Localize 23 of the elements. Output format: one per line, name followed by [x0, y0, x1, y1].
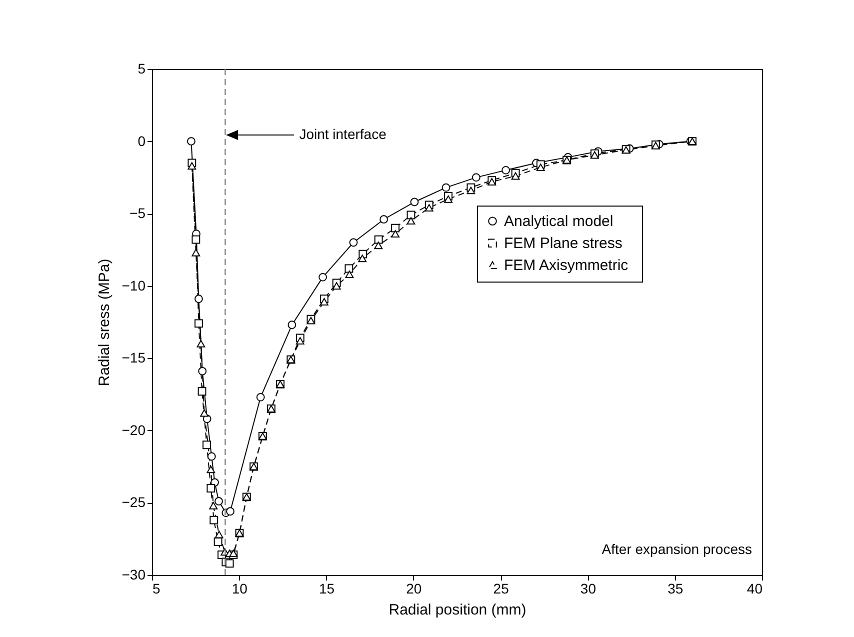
x-tick-label: 10 [232, 580, 248, 596]
y-tick-label: −30 [122, 566, 146, 582]
x-tick-label: 40 [746, 580, 763, 596]
y-tick-label: −5 [130, 205, 146, 222]
y-tick-label: −15 [122, 350, 146, 366]
legend-label: FEM Plane stress [504, 235, 622, 252]
x-tick-label: 30 [580, 580, 596, 596]
legend-label: FEM Axisymmetric [504, 257, 629, 274]
annotation: Joint interface [299, 126, 387, 142]
y-tick-label: −10 [122, 277, 146, 294]
x-tick-label: 25 [493, 580, 510, 596]
annotation: After expansion process [602, 541, 752, 557]
y-axis-title: Radial sress (MPa) [96, 258, 113, 386]
legend-label: Analytical model [504, 213, 614, 230]
y-tick-label: −25 [122, 494, 146, 510]
x-axis-title: Radial position (mm) [388, 602, 526, 618]
x-tick-label: 35 [668, 580, 684, 596]
x-tick-label: 5 [152, 580, 160, 596]
y-tick-label: 5 [138, 60, 146, 76]
y-tick-label: −20 [122, 422, 146, 438]
y-tick-label: 0 [138, 132, 146, 149]
x-tick-label: 20 [406, 580, 422, 596]
x-tick-label: 15 [318, 580, 335, 596]
